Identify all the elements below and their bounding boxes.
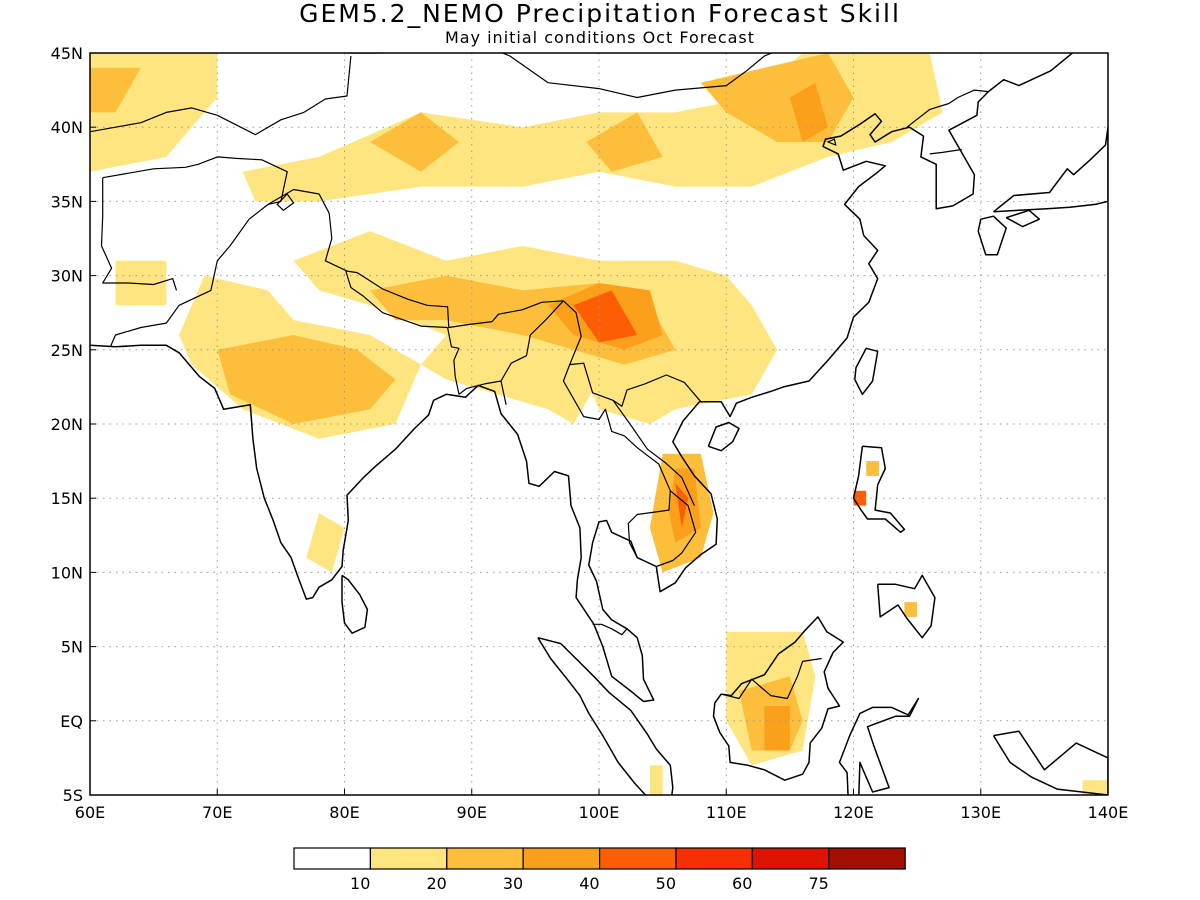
skill-layer [90,53,1108,795]
lake-outline [276,193,295,212]
country-border [500,53,774,99]
country-border [500,300,564,382]
skill-region-level-3 [764,706,790,751]
map-title: GEM5.2_NEMO Precipitation Forecast Skill [299,0,901,28]
coastline [992,730,1108,795]
lat-tick-label: 25N [51,341,83,360]
coastline [712,616,845,781]
colorbar-label: 60 [732,874,752,893]
lat-tick-label: 20N [51,415,83,434]
coastline [993,126,1108,213]
skill-region-level-4 [675,483,689,528]
coastline [838,697,920,795]
colorbar-label: 40 [579,874,599,893]
skill-region-level-2 [217,335,396,424]
gridlines [90,53,1108,795]
map-panel [89,52,1109,796]
country-border [447,327,507,405]
skill-region-level-2 [904,602,918,617]
coastline [854,347,879,396]
lon-tick-label: 120E [833,803,874,822]
coastline [876,574,936,639]
latitude-ticks: 45N 40N 35N 30N 25N 20N 15N 10N 5N EQ 5S [51,44,96,805]
colorbar-swatch [522,847,601,870]
coastline [90,53,1073,703]
lat-tick-label: 15N [51,489,83,508]
lon-tick-label: 100E [579,803,620,822]
country-border [612,399,695,506]
lon-tick-label: 80E [329,803,359,822]
colorbar-swatch [598,847,677,870]
skill-region-level-1 [649,765,663,795]
skill-region-level-1 [115,260,167,306]
colorbar-swatch [828,847,906,870]
lat-tick-label: 30N [51,267,83,286]
coastline [707,421,740,452]
lat-tick-label: 40N [51,118,83,137]
coastline [537,636,674,795]
lon-tick-label: 90E [457,803,487,822]
coastline [852,445,906,534]
country-border [721,657,822,700]
lat-tick-label: 5S [63,786,83,805]
lon-tick-label: 130E [960,803,1001,822]
country-border [267,188,702,407]
skill-region-level-2 [90,67,141,113]
lat-tick-label: 10N [51,563,83,582]
lake-outline [826,138,837,146]
colorbar-swatch [369,847,448,870]
skill-region-level-2 [866,461,879,476]
coastlines-layer [90,53,1108,795]
country-border [345,270,448,329]
lon-tick-label: 110E [706,803,747,822]
colorbar-label: 30 [503,874,523,893]
colorbar-label: 50 [656,874,676,893]
map-subtitle: May initial conditions Oct Forecast [444,28,756,47]
colorbar-swatch [675,847,754,870]
country-border [347,53,384,54]
colorbar-swatch [446,847,524,870]
colorbar-swatch [751,847,830,870]
country-border [906,89,989,128]
country-border [656,490,697,568]
skill-region-level-2 [370,112,459,172]
colorbar-label: 20 [426,874,446,893]
colorbar-swatch [293,847,372,870]
country-border [90,55,352,136]
lat-tick-label: EQ [60,712,83,731]
colorbar: 10 20 30 40 50 60 75 [293,847,906,893]
coastline [341,574,369,634]
lon-tick-label: 140E [1088,803,1129,822]
skill-region-level-1 [586,379,676,424]
lat-tick-label: 45N [51,44,83,63]
lon-tick-label: 70E [202,803,232,822]
skill-region-level-1 [1082,780,1108,795]
country-border [929,148,962,155]
colorbar-label: 75 [808,874,828,893]
colorbar-label: 10 [350,874,370,893]
lon-tick-label: 60E [75,803,105,822]
skill-region-level-4 [573,290,638,343]
country-border [592,623,628,636]
lat-tick-label: 35N [51,192,83,211]
coastline [1005,209,1041,228]
longitude-ticks: 60E 70E 80E 90E 100E 110E 120E 130E 140E [75,789,1129,822]
lat-tick-label: 5N [61,638,83,657]
country-border [100,177,178,291]
country-border [562,364,671,558]
coastline [977,215,1007,256]
skill-region-level-1 [306,513,345,573]
